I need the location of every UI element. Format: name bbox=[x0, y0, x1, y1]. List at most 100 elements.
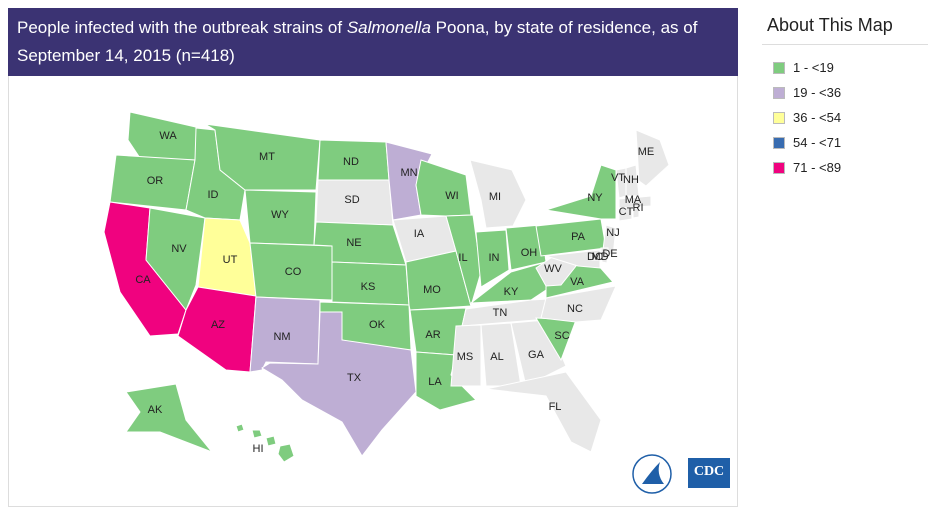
state bbox=[415, 159, 472, 217]
state-label: MT bbox=[259, 151, 275, 163]
state bbox=[618, 207, 633, 222]
state bbox=[469, 159, 527, 229]
state-label: AZ bbox=[211, 319, 225, 331]
state-label: CA bbox=[135, 274, 151, 286]
state bbox=[445, 214, 482, 308]
state-label: SC bbox=[554, 330, 569, 342]
legend-item: 54 - <71 bbox=[762, 130, 928, 155]
state-label: HI bbox=[253, 443, 264, 455]
legend-label: 36 - <54 bbox=[793, 110, 842, 125]
state-label: ND bbox=[343, 156, 359, 168]
states bbox=[103, 111, 670, 463]
state-label: PA bbox=[571, 231, 586, 243]
legend-item: 71 - <89 bbox=[762, 155, 928, 180]
legend-items: 1 - <19 19 - <36 36 - <54 54 - <71 71 - <89 bbox=[762, 55, 928, 180]
legend-swatch bbox=[773, 136, 785, 149]
state bbox=[635, 129, 670, 187]
legend-label: 19 - <36 bbox=[793, 85, 842, 100]
state-label: NM bbox=[273, 331, 290, 343]
state-label: AR bbox=[425, 329, 440, 341]
state-label: WA bbox=[159, 130, 177, 142]
state bbox=[632, 207, 640, 219]
us-map: WA OR CA NV ID MT WY UT AZ CO NM ND SD NE KS OK TX MN IA MO… bbox=[103, 111, 730, 494]
state bbox=[618, 195, 652, 209]
state-label: TN bbox=[493, 307, 508, 319]
state-label: OK bbox=[369, 319, 386, 331]
legend-label: 54 - <71 bbox=[793, 135, 842, 150]
title-italic: Salmonella bbox=[346, 18, 431, 37]
state-label: LA bbox=[428, 376, 442, 388]
state-label: TX bbox=[347, 372, 362, 384]
legend-title: About This Map bbox=[767, 15, 893, 35]
state-label: WI bbox=[445, 190, 458, 202]
legend-swatch bbox=[773, 86, 785, 99]
legend-item: 19 - <36 bbox=[762, 80, 928, 105]
state bbox=[540, 285, 617, 323]
state-label: KY bbox=[504, 286, 519, 298]
state-label: OH bbox=[521, 247, 538, 259]
state-label: MO bbox=[423, 284, 441, 296]
legend: About This Map 1 - <19 19 - <36 36 - <54 54… bbox=[762, 10, 928, 180]
divider bbox=[762, 44, 928, 45]
state-label: WV bbox=[544, 263, 562, 275]
state-label: IN bbox=[489, 252, 500, 264]
state-label: NV bbox=[171, 243, 187, 255]
state bbox=[125, 383, 214, 454]
state-label: DE bbox=[602, 248, 617, 260]
state bbox=[235, 423, 295, 463]
state-label: VT bbox=[611, 172, 625, 184]
state bbox=[261, 311, 417, 457]
state-label: UT bbox=[223, 254, 238, 266]
state-label: NC bbox=[567, 303, 583, 315]
state bbox=[625, 164, 640, 197]
state-label: DC bbox=[587, 251, 603, 263]
state bbox=[545, 164, 617, 220]
state bbox=[450, 324, 482, 387]
legend-swatch bbox=[773, 161, 785, 174]
state-label: KS bbox=[361, 281, 376, 293]
state-label: GA bbox=[528, 349, 545, 361]
legend-item: 1 - <19 bbox=[762, 55, 928, 80]
title-text: Poona, by state of residence, as of Sept… bbox=[17, 18, 698, 65]
state-label: MD bbox=[591, 251, 608, 263]
legend-label: 1 - <19 bbox=[793, 60, 834, 75]
cdc-text: CDC bbox=[694, 464, 724, 479]
state-label: NY bbox=[587, 192, 603, 204]
state-label: CO bbox=[285, 266, 302, 278]
cdc-logo: CDC bbox=[688, 458, 730, 488]
state bbox=[145, 207, 206, 311]
state-label: SD bbox=[344, 194, 359, 206]
state bbox=[545, 249, 601, 269]
state bbox=[475, 229, 510, 288]
legend-swatch bbox=[773, 111, 785, 124]
state bbox=[405, 250, 472, 311]
legend-swatch bbox=[773, 61, 785, 74]
state bbox=[485, 371, 602, 453]
state-label: RI bbox=[633, 202, 644, 214]
state-label: AL bbox=[490, 351, 503, 363]
state-label: NE bbox=[346, 237, 361, 249]
state-label: MA bbox=[625, 194, 642, 206]
state-label: CT bbox=[619, 206, 634, 218]
hhs-seal bbox=[632, 454, 672, 494]
state-label: MN bbox=[400, 167, 417, 179]
state-label: IL bbox=[458, 252, 467, 264]
state-label: OR bbox=[147, 175, 164, 187]
map-title: People infected with the outbreak strain… bbox=[8, 8, 738, 76]
title-text: People infected with the outbreak strain… bbox=[17, 18, 347, 37]
state-label: NJ bbox=[606, 227, 619, 239]
state-label: VA bbox=[570, 276, 585, 288]
state-label: MS bbox=[457, 351, 474, 363]
state-label: AK bbox=[148, 404, 163, 416]
state-label: NH bbox=[623, 174, 639, 186]
state-label: FL bbox=[549, 401, 562, 413]
state-label: MI bbox=[489, 191, 501, 203]
map-panel bbox=[8, 76, 738, 507]
state bbox=[591, 253, 599, 261]
state bbox=[600, 247, 609, 264]
state-label: IA bbox=[414, 228, 425, 240]
legend-item: 36 - <54 bbox=[762, 105, 928, 130]
state-label: WY bbox=[271, 209, 289, 221]
state-label: ME bbox=[638, 146, 655, 158]
